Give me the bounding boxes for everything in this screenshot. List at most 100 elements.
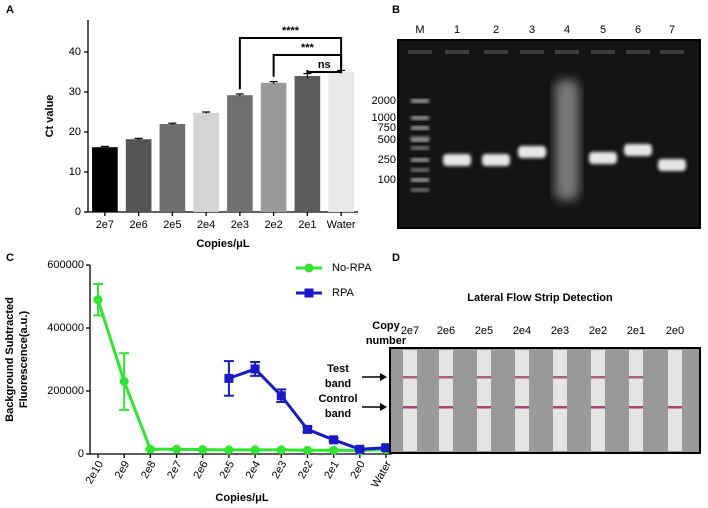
lane-label: 7 bbox=[669, 24, 675, 36]
marker bbox=[119, 377, 129, 387]
marker bbox=[329, 445, 339, 455]
marker bbox=[198, 445, 208, 455]
bar bbox=[159, 124, 186, 212]
marker bbox=[276, 445, 286, 455]
x-tick-label: 2e3 bbox=[270, 459, 290, 481]
x-tick-label: 2e6 bbox=[191, 459, 211, 481]
strip-label: 2e5 bbox=[475, 325, 493, 337]
marker bbox=[224, 445, 234, 455]
x-tick-label: 2e0 bbox=[348, 459, 368, 481]
control-line bbox=[439, 406, 453, 409]
x-tick-label: 2e9 bbox=[113, 459, 133, 481]
gel-smear bbox=[555, 80, 579, 200]
y-tick-label: 20 bbox=[69, 126, 81, 138]
y-tick-label: 200000 bbox=[47, 385, 84, 397]
well bbox=[484, 50, 508, 54]
significance-bracket bbox=[238, 37, 343, 90]
x-tick-label: 2e5 bbox=[217, 459, 237, 481]
x-tick-label: 2e1 bbox=[322, 459, 342, 481]
marker bbox=[172, 444, 182, 454]
lane-label: 4 bbox=[564, 24, 570, 36]
ladder-band bbox=[411, 188, 429, 192]
row-label: Copy bbox=[372, 320, 400, 332]
test-line bbox=[515, 376, 529, 379]
strip-label: 2e3 bbox=[551, 325, 569, 337]
well bbox=[555, 50, 579, 54]
y-tick-label: 400000 bbox=[47, 322, 84, 334]
y-tick-label: 0 bbox=[78, 448, 84, 460]
marker bbox=[302, 424, 312, 434]
bar bbox=[92, 147, 118, 212]
x-tick-label: 2e7 bbox=[96, 219, 114, 231]
strip bbox=[403, 350, 417, 451]
ladder-band bbox=[411, 158, 429, 162]
marker bbox=[355, 444, 365, 454]
marker bbox=[250, 364, 260, 374]
y-tick-label: 40 bbox=[69, 46, 81, 58]
well bbox=[445, 50, 469, 54]
control-line bbox=[668, 406, 682, 409]
strip bbox=[439, 350, 453, 451]
x-tick-label: Water bbox=[327, 219, 356, 231]
strip bbox=[477, 350, 491, 451]
gel-band bbox=[518, 146, 546, 158]
ladder-band bbox=[411, 136, 429, 140]
test-line bbox=[403, 376, 417, 379]
well bbox=[520, 50, 544, 54]
marker bbox=[93, 295, 103, 305]
gel-band bbox=[443, 154, 471, 166]
gel-band bbox=[482, 154, 510, 166]
ladder-band bbox=[411, 178, 429, 182]
row-label: number bbox=[366, 335, 407, 347]
lane-label: 1 bbox=[454, 24, 460, 36]
band-label: band bbox=[325, 378, 351, 390]
strip-label: 2e0 bbox=[666, 325, 684, 337]
strip bbox=[629, 350, 643, 451]
panel-label: A bbox=[6, 4, 14, 16]
y-axis-label: Fluorescence(a.u.) bbox=[18, 311, 30, 409]
control-line bbox=[591, 406, 605, 409]
strip bbox=[515, 350, 529, 451]
strip-label: 2e2 bbox=[589, 325, 607, 337]
control-line bbox=[515, 406, 529, 409]
test-line bbox=[553, 376, 567, 379]
lane-label: 3 bbox=[529, 24, 535, 36]
x-tick-label: 2e6 bbox=[129, 219, 147, 231]
x-tick-label: 2e10 bbox=[83, 459, 106, 486]
control-line bbox=[403, 406, 417, 409]
ladder-label: 2000 bbox=[372, 95, 396, 107]
marker bbox=[381, 443, 391, 453]
marker bbox=[224, 373, 234, 383]
band-label: Control bbox=[318, 393, 357, 405]
ladder-label: 100 bbox=[378, 174, 396, 186]
x-tick-label: 2e1 bbox=[298, 219, 316, 231]
legend-label: RPA bbox=[332, 287, 354, 299]
band-label: Test bbox=[327, 363, 349, 375]
gel-frame bbox=[397, 39, 701, 229]
well bbox=[660, 50, 684, 54]
y-axis-label: Ct value bbox=[44, 95, 56, 138]
x-tick-label: Water bbox=[369, 459, 394, 490]
significance-bracket bbox=[306, 66, 343, 73]
strip-label: 2e1 bbox=[627, 325, 645, 337]
bar bbox=[260, 82, 287, 212]
significance-bracket bbox=[272, 54, 343, 77]
lane-label: M bbox=[415, 24, 424, 36]
ladder-band bbox=[411, 126, 429, 130]
significance-label: **** bbox=[282, 25, 300, 37]
x-tick-label: 2e8 bbox=[139, 459, 159, 481]
x-axis-label: Copies/μL bbox=[215, 492, 268, 504]
band-label: band bbox=[325, 408, 351, 420]
panel-label: C bbox=[6, 252, 14, 264]
legend-label: No-RPA bbox=[332, 262, 372, 274]
gel-band bbox=[589, 152, 617, 164]
strip-label: 2e6 bbox=[437, 325, 455, 337]
x-tick-label: 2e3 bbox=[231, 219, 249, 231]
ladder-label: 1000 bbox=[372, 112, 396, 124]
control-line bbox=[629, 406, 643, 409]
ladder-label: 500 bbox=[378, 134, 396, 146]
marker bbox=[302, 445, 312, 455]
y-axis-label: Background Subtracted bbox=[4, 297, 16, 422]
test-line bbox=[477, 376, 491, 379]
gel-band bbox=[624, 144, 652, 156]
